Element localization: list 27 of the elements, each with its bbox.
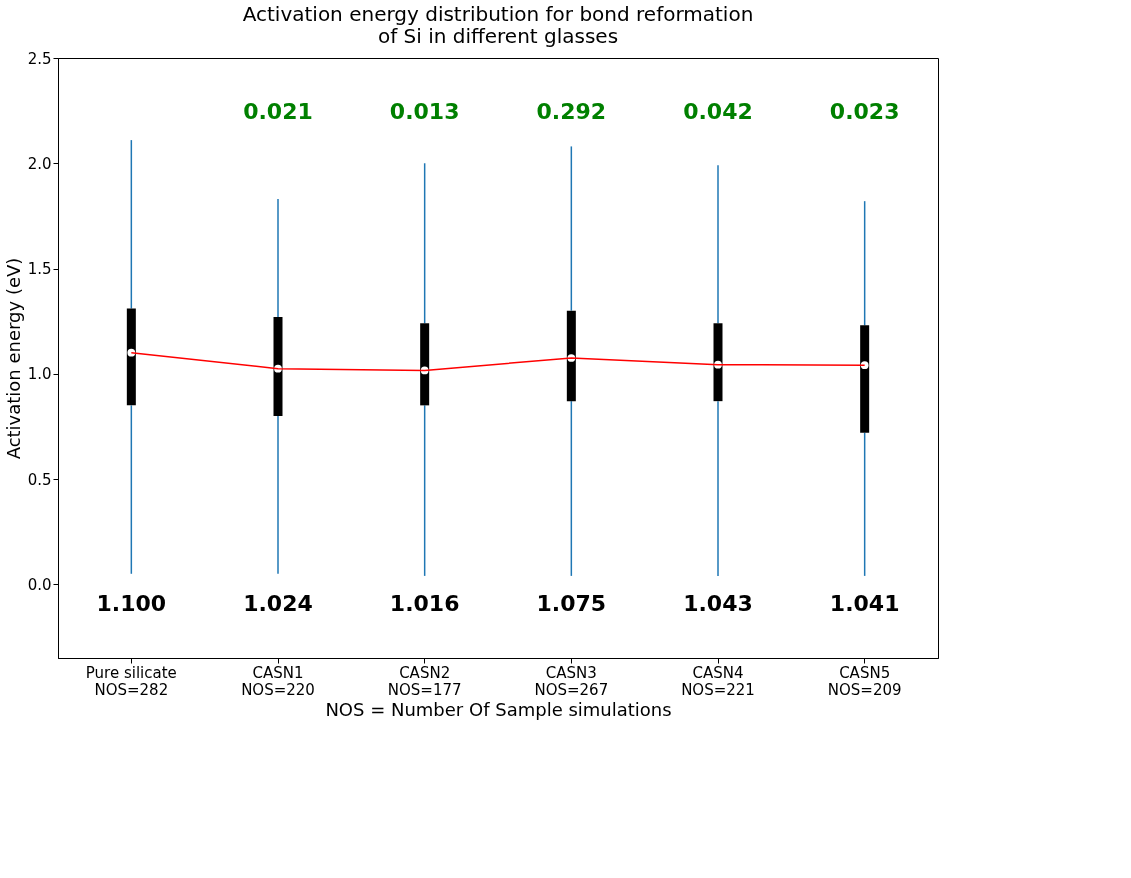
x-tick-label: CASN2 NOS=177 [387,663,462,699]
annotation: 1.075 [536,591,607,616]
text: Activation energy distribution for bond reformation [242,2,754,26]
annotation: 1.024 [243,591,313,616]
annotation: 0.042 [683,99,753,124]
x-axis-title: NOS = Number Of Sample simulations [325,698,672,720]
annotation: 1.041 [829,591,900,616]
text: of Si in different glasses [377,24,619,48]
y-axis-title: Activation energy (eV) [2,257,24,460]
annotation: 1.100 [96,591,167,616]
x-tick-label: CASN1 NOS=220 [241,663,315,699]
annotation: 0.013 [389,99,460,124]
x-tick-label: CASN5 NOS=209 [827,663,902,699]
y-tick-label: 1.0 [27,365,52,384]
y-tick-label: 0.5 [27,470,52,489]
annotation: 0.292 [536,99,607,124]
x-tick-label: CASN3 NOS=267 [534,663,609,699]
x-tick-label: Pure silicate NOS=282 [85,663,177,699]
y-tick-label: 1.5 [27,260,52,279]
annotation: 0.021 [243,99,313,124]
y-tick-label: 2.5 [27,49,52,68]
annotation: 0.023 [829,99,900,124]
x-tick-label: CASN4 NOS=221 [681,663,755,699]
annotation: 1.016 [389,591,460,616]
y-tick-label: 0.0 [27,575,52,594]
annotation: 1.043 [683,591,753,616]
y-tick-label: 2.0 [27,154,52,173]
